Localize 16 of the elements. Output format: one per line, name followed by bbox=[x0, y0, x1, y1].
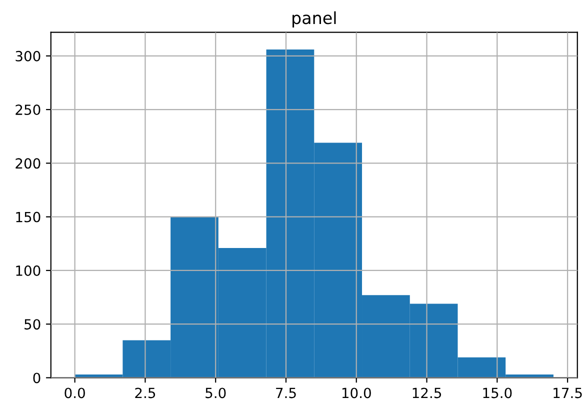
x-tick-label: 2.5 bbox=[135, 388, 156, 398]
y-tick-label: 200 bbox=[16, 158, 40, 169]
x-tick-label: 5.0 bbox=[206, 388, 226, 398]
y-tick-label: 150 bbox=[16, 212, 40, 222]
x-tick-label: 12.5 bbox=[412, 388, 442, 398]
x-tick-label: 15.0 bbox=[483, 388, 512, 398]
y-tick-label: 0 bbox=[33, 372, 40, 384]
y-tick-label: 50 bbox=[24, 319, 40, 330]
y-tick-label: 250 bbox=[16, 104, 40, 116]
chart-title: panel bbox=[292, 11, 336, 28]
x-tick-label: 10.0 bbox=[342, 388, 371, 398]
x-tick-label: 17.5 bbox=[554, 388, 582, 398]
y-tick-label: 300 bbox=[16, 50, 40, 62]
x-tick-label: 0.0 bbox=[64, 388, 85, 398]
y-tick-label: 100 bbox=[16, 265, 40, 276]
x-tick-label: 7.5 bbox=[276, 388, 296, 398]
